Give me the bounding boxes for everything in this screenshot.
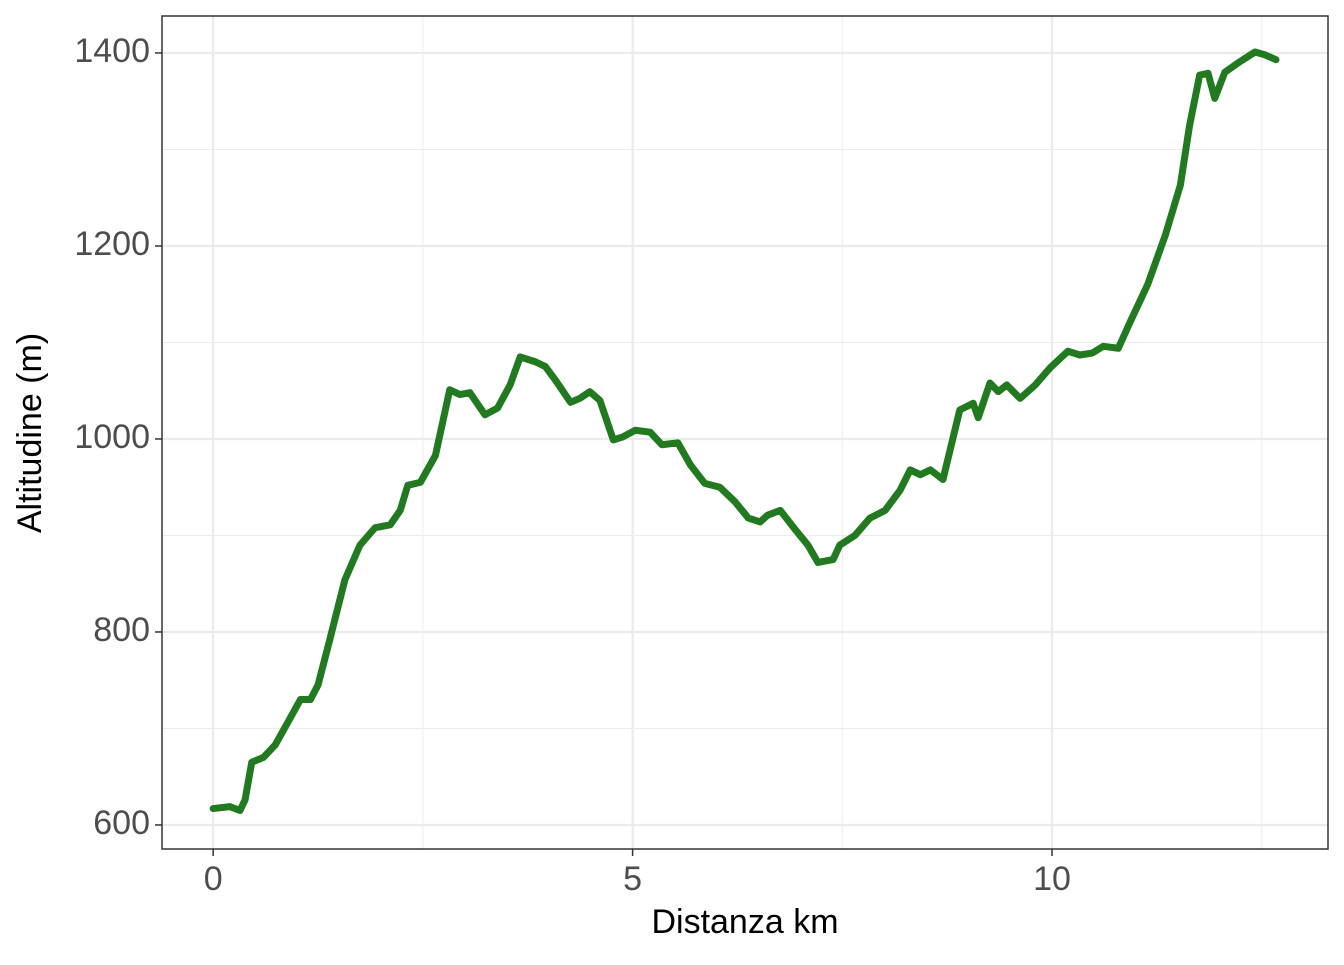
x-tick-label: 10 (1033, 860, 1071, 898)
panel-border (161, 15, 1329, 850)
y-tick-label: 1000 (74, 418, 150, 456)
x-tick-label: 5 (623, 860, 642, 898)
y-tick-label: 800 (93, 611, 150, 649)
y-tick-label: 1400 (74, 32, 150, 70)
y-axis-title: Altitudine (m) (11, 333, 49, 533)
y-tick-label: 600 (93, 804, 150, 842)
x-axis-title: Distanza km (651, 903, 838, 941)
line (209, 48, 1280, 814)
y-tick-label: 1200 (74, 225, 150, 263)
x-tick-label: 0 (204, 860, 223, 898)
